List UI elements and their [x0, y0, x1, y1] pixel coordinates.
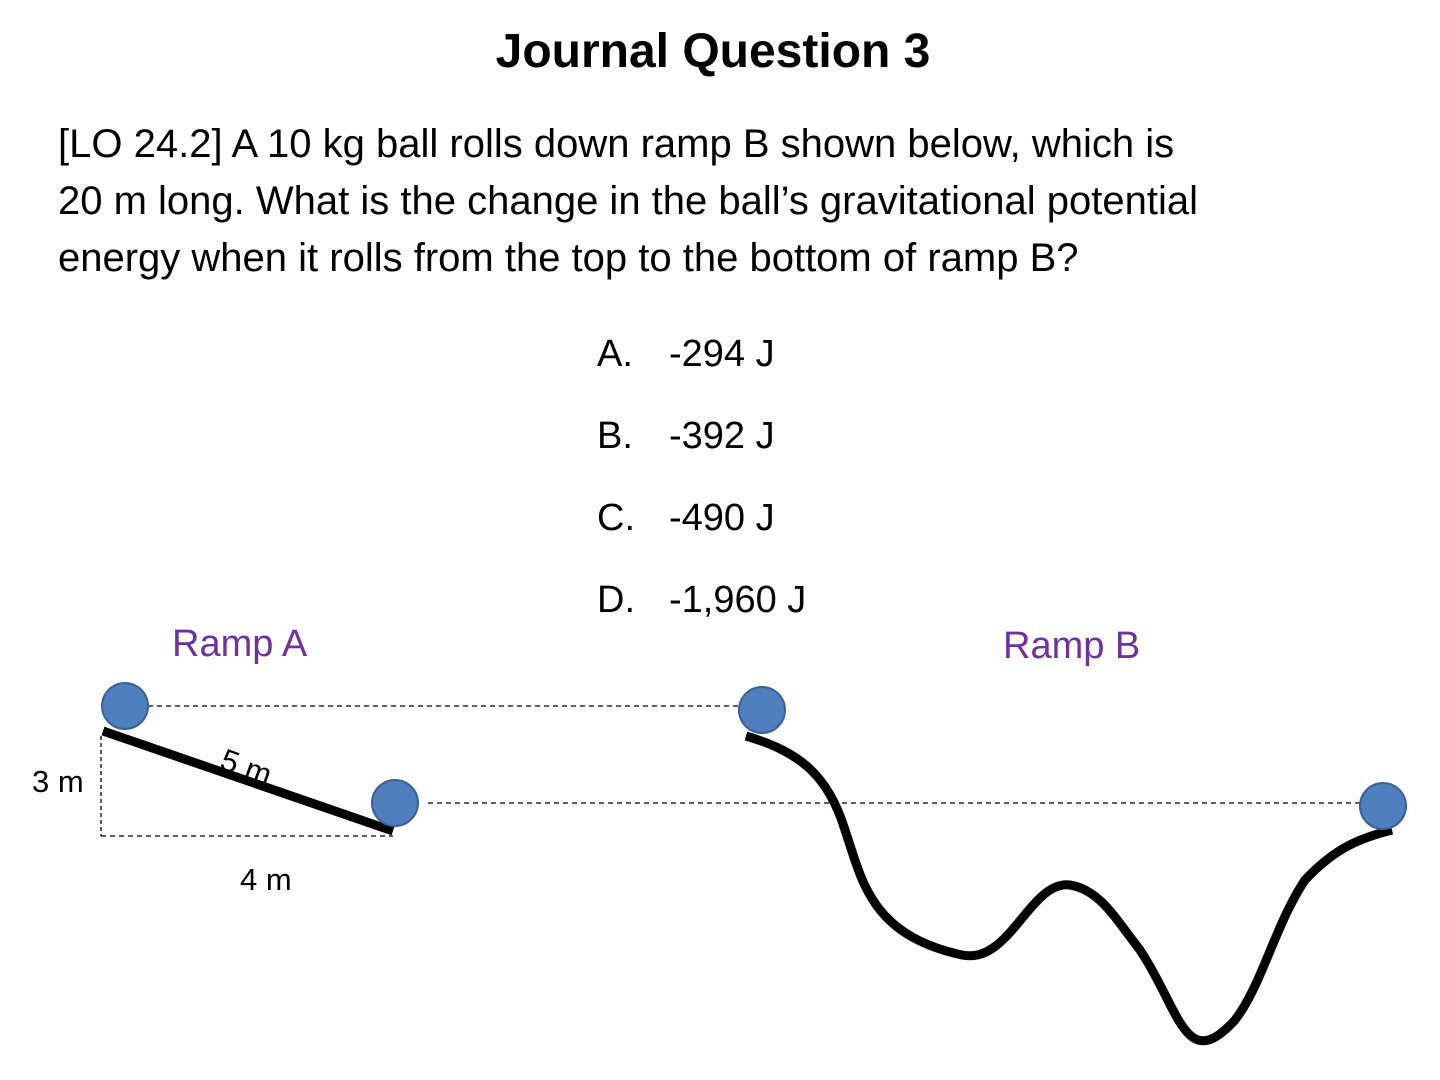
choice-d[interactable]: D. -1,960 J: [597, 572, 997, 654]
choice-letter: B.: [597, 415, 633, 457]
choice-letter: A.: [597, 333, 633, 375]
choice-a[interactable]: A. -294 J: [597, 326, 997, 408]
ball-ramp-b-top: [738, 686, 786, 734]
ramp-b-curve: [744, 731, 1394, 1046]
question-line-3: energy when it rolls from the top to the…: [58, 236, 1079, 280]
choice-value: -1,960 J: [669, 579, 807, 621]
ball-ramp-a-bottom: [371, 779, 419, 827]
choice-value: -392 J: [669, 415, 775, 457]
choice-letter: C.: [597, 497, 635, 539]
question-line-2: 20 m long. What is the change in the bal…: [58, 179, 1198, 223]
question-text: [LO 24.2] A 10 kg ball rolls down ramp B…: [58, 116, 1378, 287]
choice-value: -490 J: [669, 497, 775, 539]
slope-dimension-label: 5 m: [216, 742, 277, 793]
ramp-b-label: Ramp B: [1003, 625, 1141, 667]
choice-value: -294 J: [669, 333, 775, 375]
answer-choices: A. -294 J B. -392 J C. -490 J D. -1,960 …: [597, 326, 997, 654]
ball-ramp-a-top: [101, 682, 149, 730]
question-line-1: [LO 24.2] A 10 kg ball rolls down ramp B…: [58, 122, 1175, 166]
ball-ramp-b-bottom: [1359, 782, 1407, 830]
ramp-a-label: Ramp A: [172, 623, 308, 665]
slide-title: Journal Question 3: [495, 25, 931, 78]
choice-c[interactable]: C. -490 J: [597, 490, 997, 572]
choice-letter: D.: [597, 579, 635, 621]
choice-b[interactable]: B. -392 J: [597, 408, 997, 490]
height-dimension-label: 3 m: [32, 764, 84, 799]
base-dimension-label: 4 m: [240, 862, 292, 897]
